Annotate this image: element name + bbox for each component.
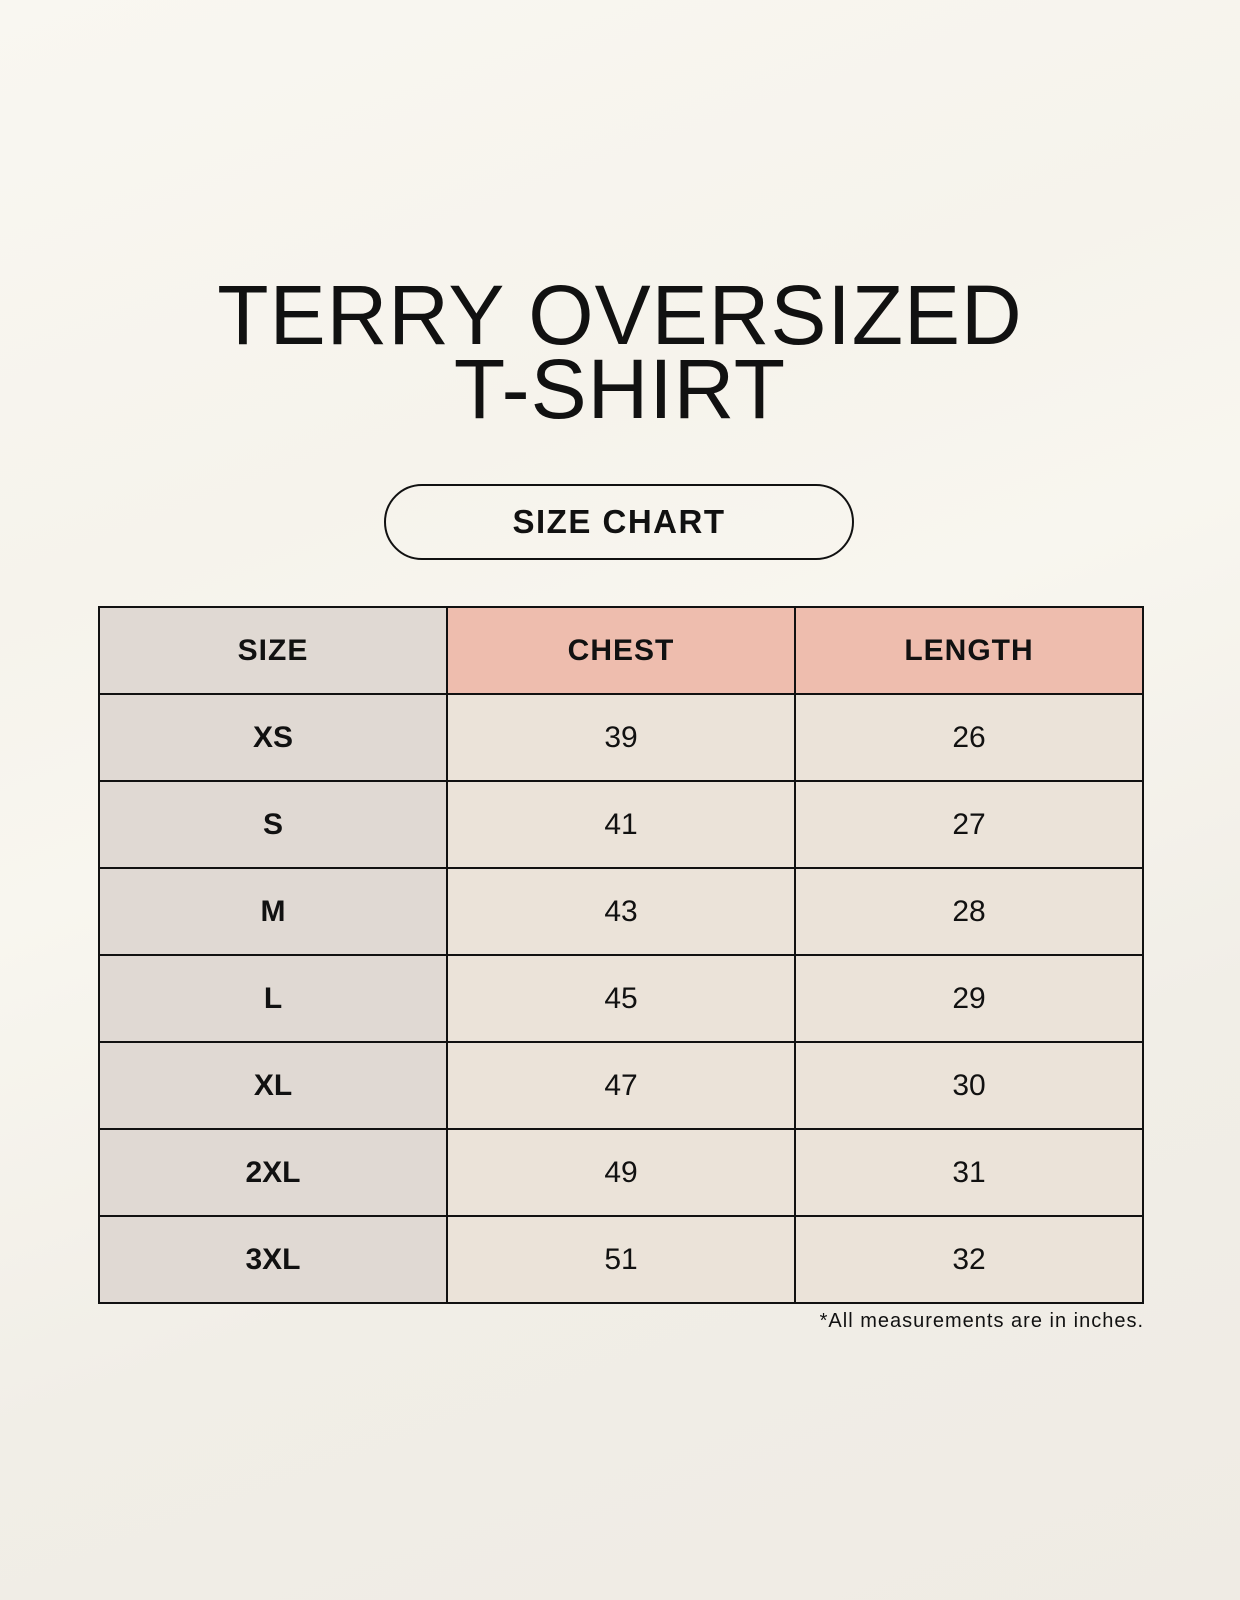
size-cell: XS	[98, 693, 448, 782]
chest-cell: 47	[446, 1041, 796, 1130]
size-table: SIZE CHEST LENGTH XS 39 26 S 41 27 M 43 28 L 45 29 X…	[98, 606, 1144, 1304]
title-line-2: T-SHIRT	[453, 342, 787, 436]
table-header-row: SIZE CHEST LENGTH	[98, 606, 1144, 695]
chest-cell: 43	[446, 867, 796, 956]
chest-cell: 45	[446, 954, 796, 1043]
chest-cell: 49	[446, 1128, 796, 1217]
length-cell: 27	[794, 780, 1144, 869]
size-cell: L	[98, 954, 448, 1043]
size-cell: 2XL	[98, 1128, 448, 1217]
chest-cell: 51	[446, 1215, 796, 1304]
length-cell: 32	[794, 1215, 1144, 1304]
table-row: XL 47 30	[98, 1041, 1144, 1130]
header-length: LENGTH	[794, 606, 1144, 695]
length-cell: 29	[794, 954, 1144, 1043]
table-row: 2XL 49 31	[98, 1128, 1144, 1217]
size-cell: XL	[98, 1041, 448, 1130]
table-row: M 43 28	[98, 867, 1144, 956]
chest-cell: 39	[446, 693, 796, 782]
length-cell: 26	[794, 693, 1144, 782]
size-chart-badge: SIZE CHART	[384, 484, 854, 560]
title-line-1: TERRY OVERSIZED	[217, 268, 1023, 362]
table-row: S 41 27	[98, 780, 1144, 869]
header-chest: CHEST	[446, 606, 796, 695]
length-cell: 31	[794, 1128, 1144, 1217]
length-cell: 30	[794, 1041, 1144, 1130]
size-cell: S	[98, 780, 448, 869]
size-cell: M	[98, 867, 448, 956]
page-title: TERRY OVERSIZED T-SHIRT	[0, 268, 1240, 436]
header-size: SIZE	[98, 606, 448, 695]
size-cell: 3XL	[98, 1215, 448, 1304]
table-row: XS 39 26	[98, 693, 1144, 782]
measurement-note: *All measurements are in inches.	[819, 1310, 1144, 1332]
chest-cell: 41	[446, 780, 796, 869]
table-row: 3XL 51 32	[98, 1215, 1144, 1304]
length-cell: 28	[794, 867, 1144, 956]
table-row: L 45 29	[98, 954, 1144, 1043]
